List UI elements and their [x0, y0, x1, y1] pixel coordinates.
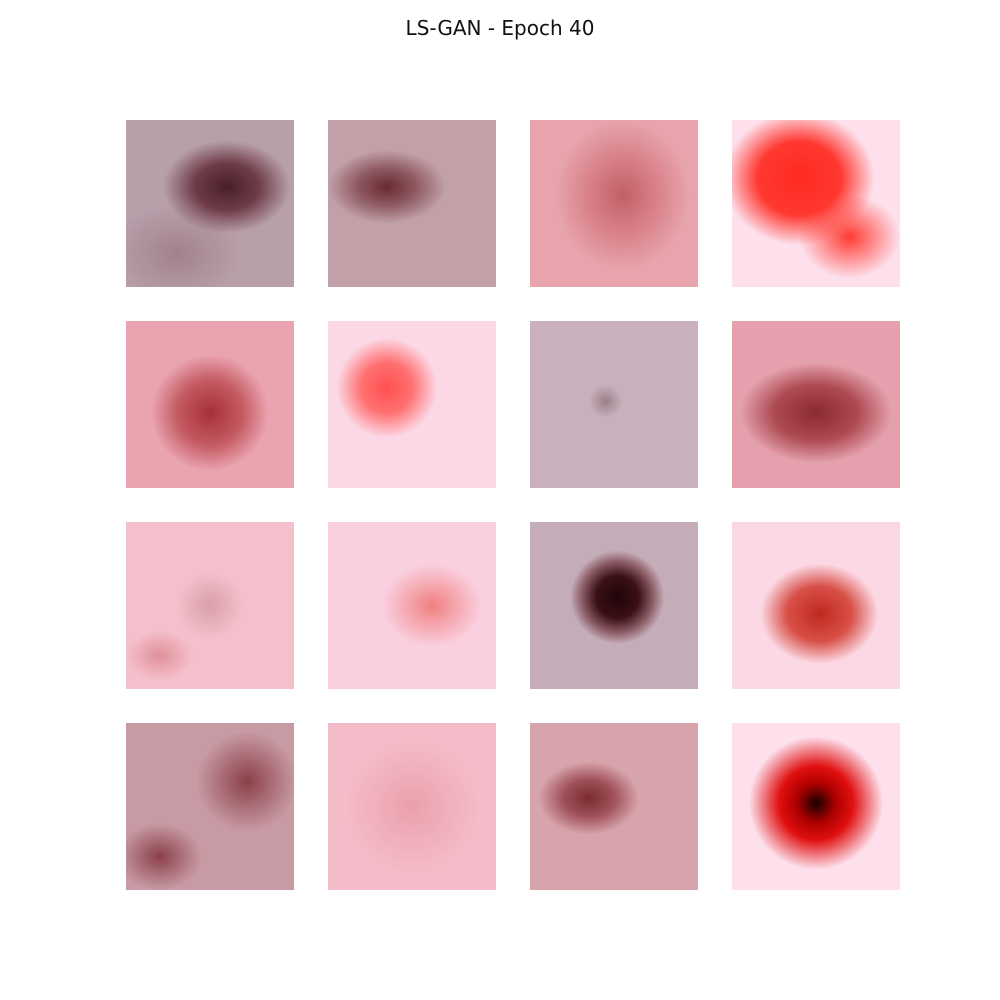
sample-image — [530, 120, 698, 287]
sample-image — [732, 321, 900, 488]
sample-image — [732, 723, 900, 890]
figure-title: LS-GAN - Epoch 40 — [405, 16, 595, 40]
sample-image — [530, 522, 698, 689]
sample-image — [732, 522, 900, 689]
sample-image — [328, 723, 496, 890]
sample-image — [328, 120, 496, 287]
sample-image — [126, 522, 294, 689]
sample-image — [328, 321, 496, 488]
sample-image — [126, 723, 294, 890]
sample-image — [530, 321, 698, 488]
sample-image — [328, 522, 496, 689]
sample-image — [530, 723, 698, 890]
sample-image — [126, 321, 294, 488]
sample-image — [126, 120, 294, 287]
sample-image — [732, 120, 900, 287]
